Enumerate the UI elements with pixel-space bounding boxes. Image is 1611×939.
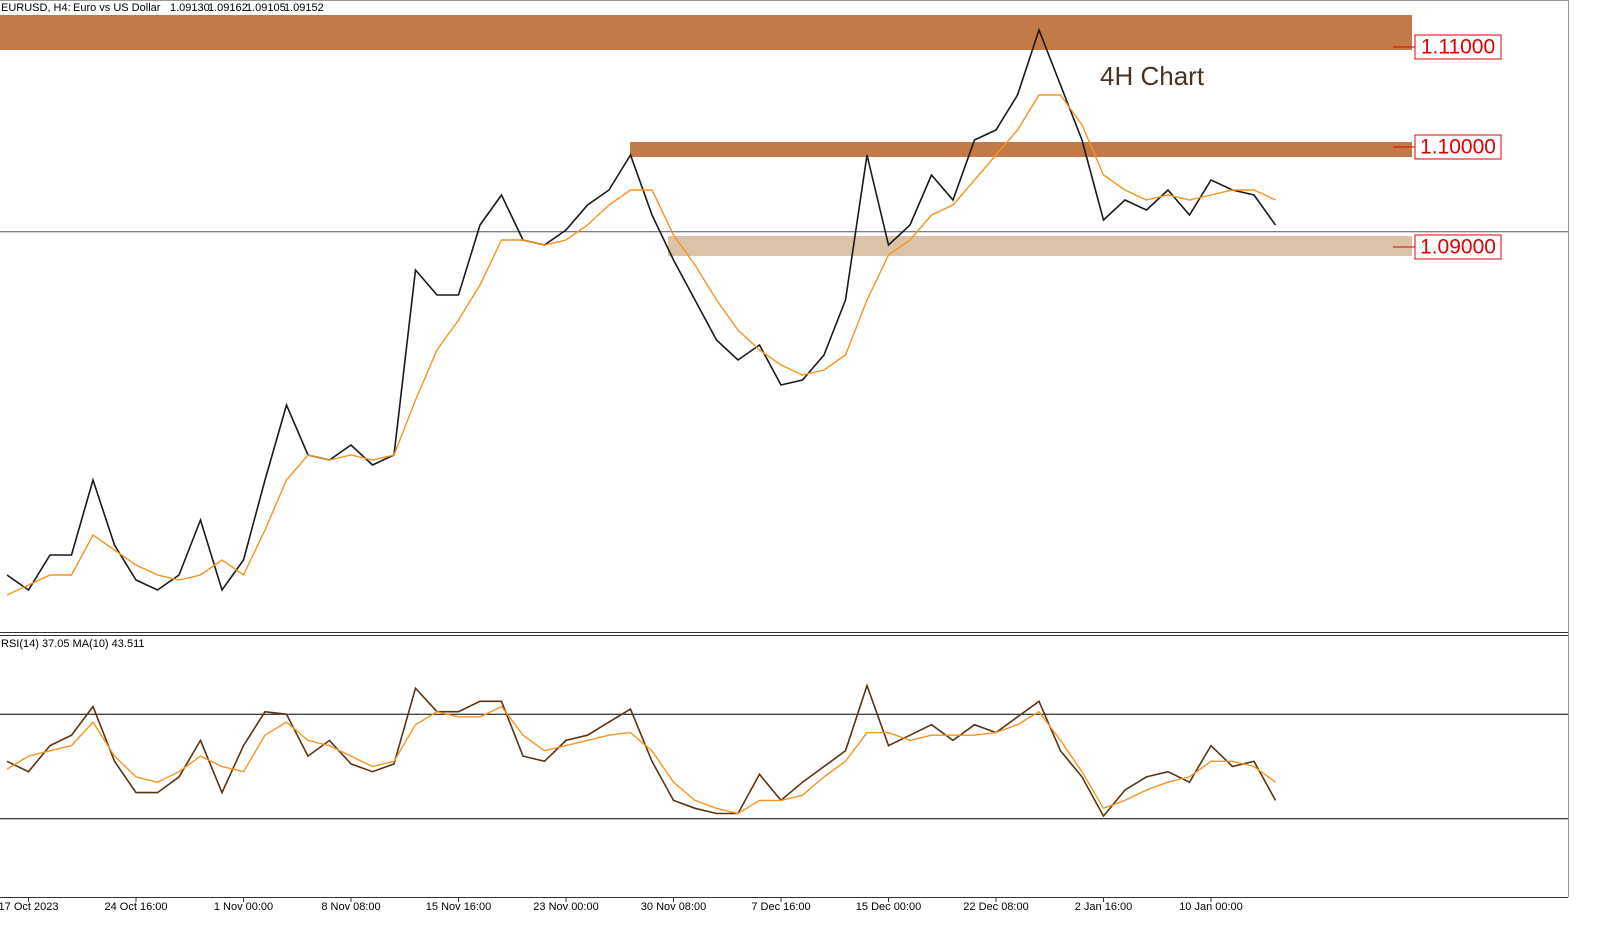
series-line bbox=[6, 683, 1277, 818]
symbol-name: Euro vs US Dollar bbox=[73, 2, 161, 14]
level-label: 1.11000 bbox=[1421, 36, 1495, 59]
series-line bbox=[6, 27, 1277, 592]
x-tick-label: 2 Jan 16:00 bbox=[1075, 901, 1133, 913]
x-tick-label: 7 Dec 16:00 bbox=[751, 901, 810, 913]
open: 1.09130 bbox=[170, 2, 210, 14]
low: 1.09105 bbox=[246, 2, 286, 14]
annotation: 4H Chart bbox=[1100, 61, 1205, 91]
level-label: 1.09000 bbox=[1420, 236, 1496, 259]
high: 1.09162 bbox=[208, 2, 248, 14]
x-tick-label: 24 Oct 16:00 bbox=[105, 901, 168, 913]
x-tick-label: 17 Oct 2023 bbox=[0, 901, 58, 913]
series-line bbox=[6, 705, 1276, 815]
x-tick-label: 8 Nov 08:00 bbox=[321, 901, 380, 913]
x-tick-label: 15 Dec 00:00 bbox=[856, 901, 921, 913]
close: 1.09152 bbox=[284, 2, 324, 14]
symbol: EURUSD, H4: bbox=[1, 2, 71, 14]
x-tick-label: 30 Nov 08:00 bbox=[641, 901, 706, 913]
level-label: 1.10000 bbox=[1420, 136, 1496, 159]
x-tick-label: 10 Jan 00:00 bbox=[1179, 901, 1243, 913]
x-tick-label: 15 Nov 16:00 bbox=[426, 901, 491, 913]
x-tick-label: 23 Nov 00:00 bbox=[533, 901, 598, 913]
level-box bbox=[1414, 34, 1502, 60]
level-box bbox=[1414, 134, 1502, 160]
header: EURUSD, H4: Euro vs US Dollar 1.09130 1.… bbox=[1, 2, 324, 14]
zone bbox=[668, 236, 1412, 256]
series-line bbox=[6, 94, 1276, 596]
level-box bbox=[1414, 234, 1502, 260]
x-tick-label: 1 Nov 00:00 bbox=[214, 901, 273, 913]
zone bbox=[630, 142, 1412, 157]
x-tick-label: 22 Dec 08:00 bbox=[963, 901, 1028, 913]
zone bbox=[0, 15, 1412, 50]
rsi-label: RSI(14) 37.05 MA(10) 43.511 bbox=[1, 638, 144, 650]
